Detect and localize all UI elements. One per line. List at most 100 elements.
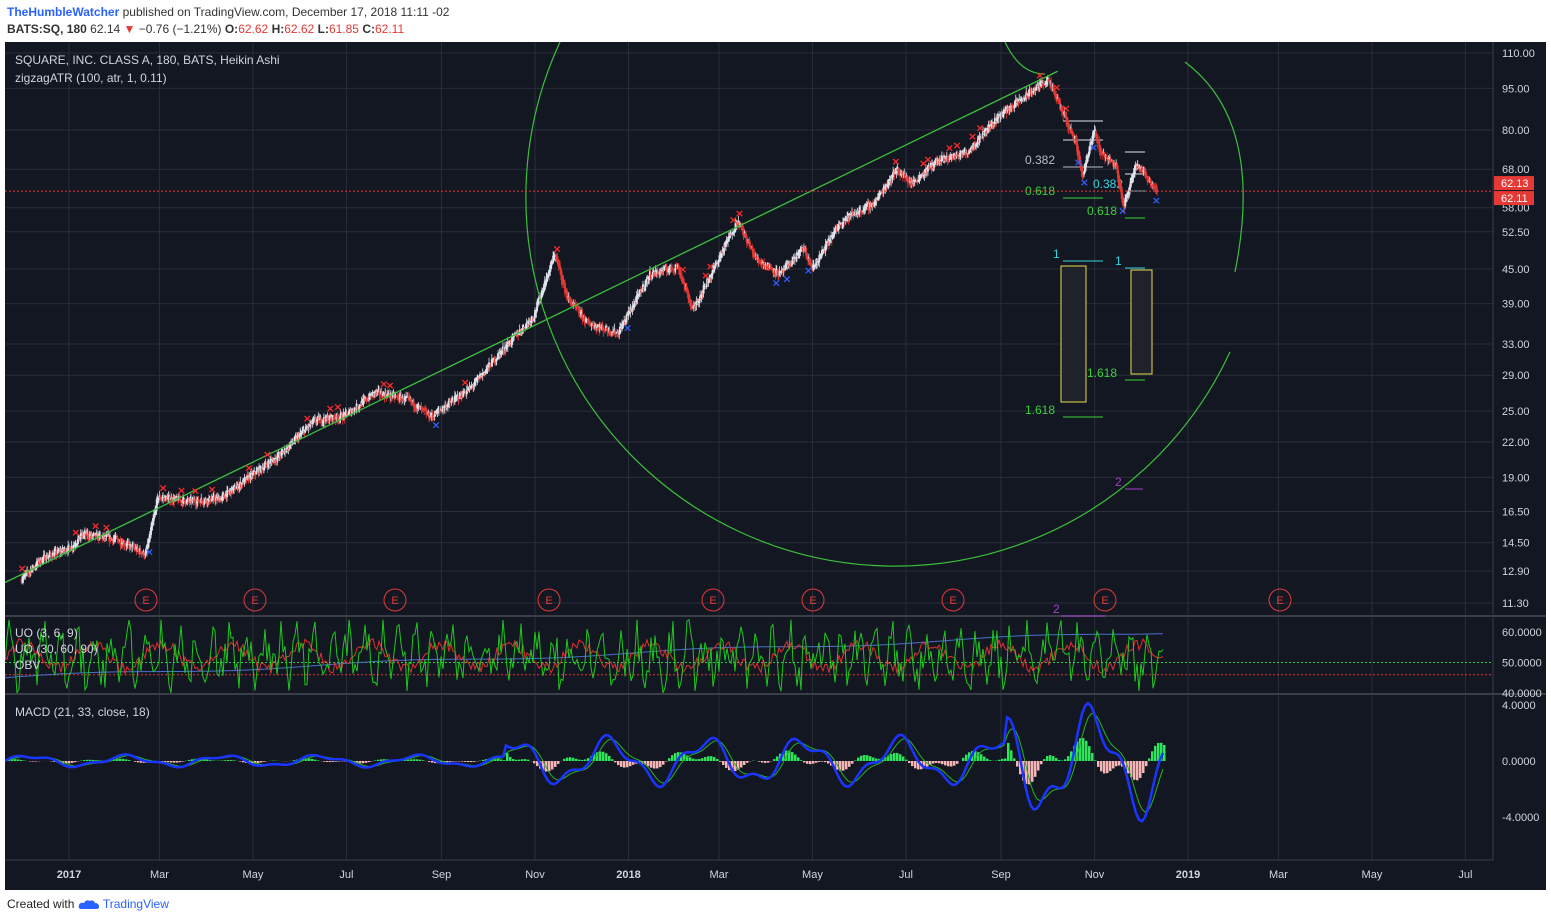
low-label: L: [317,22,329,36]
candle [474,379,476,385]
candle [635,295,638,303]
candle [614,332,617,335]
candle [722,252,725,254]
candle [447,400,450,406]
candle [727,240,729,242]
macd-histogram-bar [620,761,623,767]
zigzag-high-marker: × [379,378,388,391]
candle [430,416,433,419]
macd-histogram-bar [293,760,296,761]
zigzag-high-marker: × [735,207,744,220]
macd-histogram-bar [1043,759,1046,761]
candle [28,571,31,573]
fib-level-label: 1.618 [1025,403,1055,417]
uo-pane[interactable] [5,618,1493,694]
macd-histogram-bar [872,757,875,761]
candle [623,321,626,323]
candle [252,472,255,475]
macd-histogram-bar [800,760,803,761]
macd-histogram-bar [32,761,35,762]
tradingview-brand[interactable]: TradingView [102,897,169,911]
candle [121,543,124,547]
candle [373,393,375,396]
candle [784,265,787,271]
macd-histogram-bar [1118,761,1121,766]
candle [106,535,109,537]
candle [1026,95,1028,98]
candle [362,398,365,402]
candle [663,266,666,271]
candle [626,315,629,317]
candle [339,413,342,419]
candle [890,178,893,181]
candle [292,442,295,444]
price-pane[interactable] [5,42,1493,585]
earnings-circle [701,588,725,612]
candle [713,266,715,270]
candle [279,454,282,457]
price-axis[interactable]: 110.00 95.00 80.00 68.00 58.00 52.50 45.00 39.0… [1494,48,1542,824]
candle [263,467,265,470]
candle [52,554,55,558]
candle [1132,172,1135,178]
candle [241,484,244,486]
macd-histogram-bar [575,758,578,761]
candle [483,372,486,374]
candle [512,336,515,338]
candle [527,320,530,324]
candle [695,301,698,306]
macd-histogram-bar [887,755,890,761]
candle [895,171,898,173]
candle [24,573,26,576]
zigzag-high-marker: × [159,481,168,494]
macd-histogram-bar [1049,755,1052,761]
candle [861,212,864,213]
candle [243,477,246,484]
macd-histogram-bar [1058,759,1061,761]
uo-fast-label: UO (3, 6, 9) [15,626,78,640]
candle [244,478,247,481]
candle [217,497,219,499]
macd-histogram-bar [164,761,167,762]
candle [543,289,545,291]
macd-histogram-bar [1148,758,1151,761]
candle [524,327,527,330]
candle [283,451,286,453]
candle [220,497,223,501]
candle [58,550,61,554]
candle [633,303,635,308]
macd-pane[interactable] [5,701,1166,823]
candle [325,418,328,419]
macd-histogram-bar [923,761,926,769]
time-axis[interactable]: 2017 Mar May Jul Sep Nov 2018 Mar May Jul Sep Nov 20… [57,869,1473,881]
candle [814,264,816,266]
candle [534,311,537,314]
candle [318,418,321,421]
macd-histogram-bar [377,759,380,761]
macd-histogram-bar [1040,761,1043,765]
candle [833,230,836,234]
macd-histogram-bar [977,752,980,761]
candle [469,387,472,389]
macd-histogram-bar [179,761,182,763]
macd-histogram-bar [1067,756,1070,761]
fib-level-label: 2 [1115,475,1122,489]
candle [74,544,77,546]
candle [802,249,805,252]
candle [89,535,92,537]
candle [1019,99,1022,102]
candle [673,269,676,271]
fib-level-label: 1 [1053,247,1060,261]
earnings-marker: E [545,595,552,607]
author-name[interactable]: TheHumbleWatcher [7,5,120,19]
macd-histogram-bar [1010,750,1013,761]
candle [927,165,929,172]
time-tick-label: 2017 [57,869,81,881]
candle [978,136,981,141]
candle [141,553,144,555]
published-text: published on TradingView.com, December 1… [122,5,450,19]
candle [853,213,856,215]
candle [190,498,193,504]
macd-histogram-bar [134,761,137,762]
